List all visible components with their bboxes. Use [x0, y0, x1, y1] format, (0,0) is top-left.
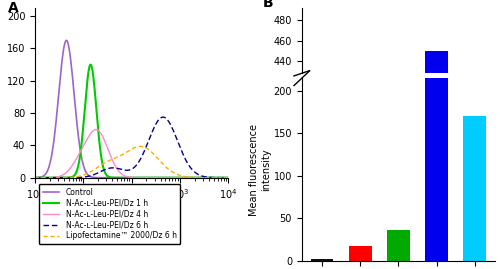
Bar [348, 246, 372, 261]
Legend: Control, N-Ac-ʟ-Leu-PEI/Dz 1 h, N-Ac-ʟ-Leu-PEI/Dz 4 h, N-Ac-ʟ-Leu-PEI/Dz 6 h, Li: Control, N-Ac-ʟ-Leu-PEI/Dz 1 h, N-Ac-ʟ-L… [39, 184, 180, 244]
Bar [387, 230, 410, 261]
Bar [464, 116, 486, 261]
Bar [425, 51, 448, 269]
Y-axis label: Mean fluorescence
intensity: Mean fluorescence intensity [249, 123, 270, 215]
Text: B: B [263, 0, 274, 10]
Y-axis label: Counts: Counts [0, 73, 1, 112]
Bar [425, 0, 448, 261]
X-axis label: FITC: FITC [118, 207, 146, 217]
Bar [310, 259, 334, 261]
Text: A: A [8, 1, 18, 15]
